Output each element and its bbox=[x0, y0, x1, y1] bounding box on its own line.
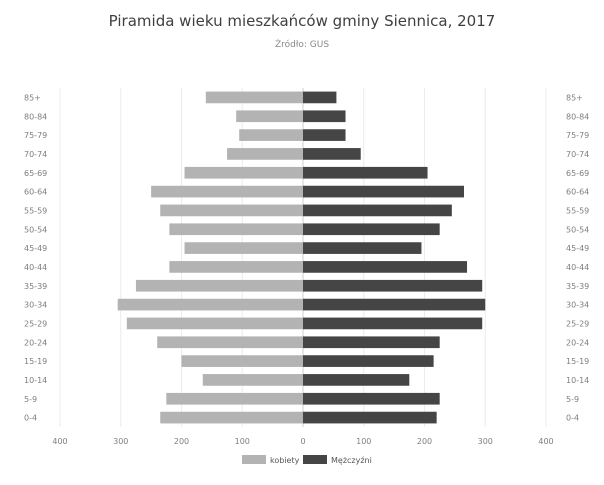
age-label: 35-39 bbox=[24, 282, 47, 291]
age-label: 30-34 bbox=[24, 301, 47, 310]
bar-women bbox=[184, 166, 303, 179]
bar-women bbox=[236, 110, 303, 123]
age-label: 25-29 bbox=[24, 319, 47, 328]
age-label: 50-54 bbox=[566, 225, 589, 234]
bar-women bbox=[117, 298, 304, 311]
bar-women bbox=[126, 317, 303, 330]
age-label: 45-49 bbox=[24, 244, 47, 253]
age-labels-right: 0-4 5-9 10-14 15-19 20-24 25-29 30-34 35-39 40-4… bbox=[566, 93, 589, 422]
age-label: 60-64 bbox=[566, 188, 589, 197]
age-label: 5-9 bbox=[566, 395, 579, 404]
x-tick-label: 100 bbox=[356, 437, 371, 446]
x-axis-ticks: 400 300 200 100 0 100 200 300 400 bbox=[52, 437, 553, 446]
age-label: 20-24 bbox=[24, 338, 47, 347]
x-tick-label: 100 bbox=[235, 437, 250, 446]
bar-men bbox=[303, 242, 422, 254]
bar-women bbox=[160, 204, 303, 217]
age-label: 80-84 bbox=[24, 112, 47, 121]
bar-men bbox=[303, 204, 452, 217]
age-label: 10-14 bbox=[24, 376, 47, 385]
bar-men bbox=[303, 129, 346, 141]
bar-men bbox=[303, 91, 337, 104]
age-label: 75-79 bbox=[566, 131, 589, 140]
x-tick-label: 400 bbox=[538, 437, 553, 446]
age-label: 30-34 bbox=[566, 301, 589, 310]
bar-men bbox=[303, 185, 464, 198]
age-label: 40-44 bbox=[566, 263, 589, 272]
legend-swatch bbox=[303, 455, 327, 464]
bar-men bbox=[303, 110, 346, 123]
age-label: 35-39 bbox=[566, 282, 589, 291]
x-tick-label: 300 bbox=[113, 437, 128, 446]
age-label: 85+ bbox=[24, 93, 41, 102]
bar-women bbox=[169, 261, 303, 273]
bar-women bbox=[205, 91, 303, 104]
bar-women bbox=[239, 129, 303, 141]
legend: kobiety Mężczyźni bbox=[242, 455, 372, 465]
age-label: 20-24 bbox=[566, 338, 589, 347]
chart-title: Piramida wieku mieszkańców gminy Siennic… bbox=[108, 12, 496, 30]
age-label: 15-19 bbox=[24, 357, 47, 366]
bar-men bbox=[303, 411, 437, 424]
age-label: 0-4 bbox=[566, 414, 579, 423]
age-label: 85+ bbox=[566, 93, 583, 102]
bar-women bbox=[227, 148, 303, 160]
bar-women bbox=[135, 279, 303, 292]
bars bbox=[117, 91, 486, 424]
bar-women bbox=[181, 355, 303, 367]
age-label: 10-14 bbox=[566, 376, 589, 385]
age-labels-left: 0-4 5-9 10-14 15-19 20-24 25-29 30-34 35-39 40-4… bbox=[24, 93, 47, 422]
legend-label: kobiety bbox=[270, 456, 300, 465]
bar-women bbox=[202, 374, 303, 386]
age-label: 0-4 bbox=[24, 414, 37, 423]
x-tick-label: 0 bbox=[300, 437, 305, 446]
x-tick-label: 200 bbox=[417, 437, 432, 446]
bar-men bbox=[303, 261, 468, 273]
age-label: 25-29 bbox=[566, 319, 589, 328]
age-label: 50-54 bbox=[24, 225, 47, 234]
age-label: 15-19 bbox=[566, 357, 589, 366]
x-tick-label: 400 bbox=[52, 437, 67, 446]
bar-men bbox=[303, 148, 361, 160]
bar-men bbox=[303, 374, 410, 386]
grid-lines bbox=[59, 88, 547, 427]
bar-men bbox=[303, 317, 483, 330]
age-label: 70-74 bbox=[24, 150, 47, 159]
x-tick-label: 200 bbox=[174, 437, 189, 446]
bar-men bbox=[303, 355, 434, 367]
x-tick-label: 300 bbox=[478, 437, 493, 446]
age-label: 75-79 bbox=[24, 131, 47, 140]
age-label: 45-49 bbox=[566, 244, 589, 253]
legend-label: Mężczyźni bbox=[331, 456, 372, 465]
bar-men bbox=[303, 336, 440, 349]
bar-men bbox=[303, 223, 440, 236]
bar-men bbox=[303, 298, 486, 311]
age-label: 5-9 bbox=[24, 395, 37, 404]
bar-men bbox=[303, 392, 440, 405]
bar-women bbox=[157, 336, 303, 349]
bar-women bbox=[160, 411, 303, 424]
age-label: 65-69 bbox=[24, 169, 47, 178]
bar-men bbox=[303, 279, 483, 292]
bar-men bbox=[303, 166, 428, 179]
bar-women bbox=[151, 185, 303, 198]
age-label: 55-59 bbox=[24, 206, 47, 215]
bar-women bbox=[184, 242, 303, 254]
age-label: 70-74 bbox=[566, 150, 589, 159]
bar-women bbox=[169, 223, 303, 236]
age-label: 60-64 bbox=[24, 188, 47, 197]
legend-swatch bbox=[242, 455, 266, 464]
age-label: 55-59 bbox=[566, 206, 589, 215]
chart-subtitle: Źródło: GUS bbox=[274, 40, 330, 50]
age-label: 40-44 bbox=[24, 263, 47, 272]
age-label: 80-84 bbox=[566, 112, 589, 121]
age-label: 65-69 bbox=[566, 169, 589, 178]
bar-women bbox=[166, 392, 303, 405]
